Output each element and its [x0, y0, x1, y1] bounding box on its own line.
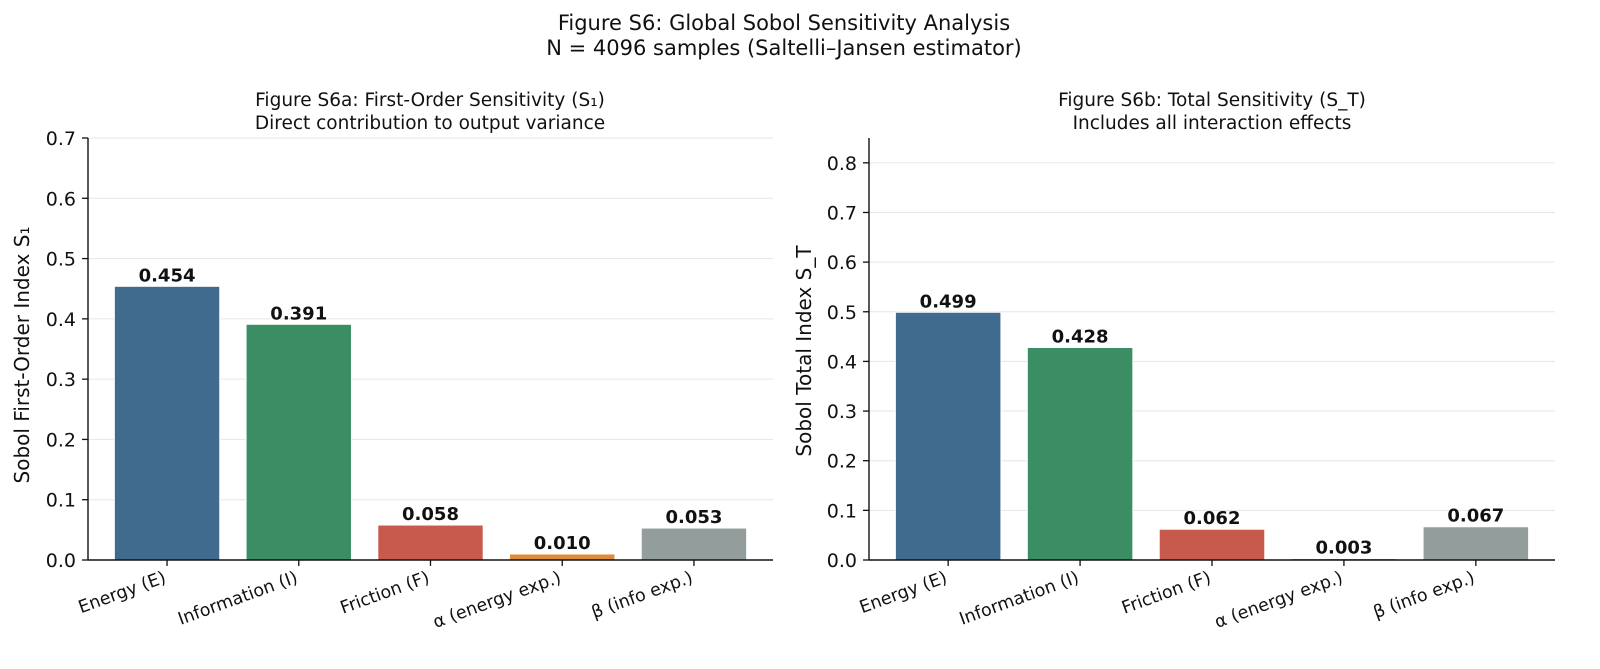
x-tick-label: Energy (E)	[857, 568, 950, 618]
panel-first-order: Figure S6a: First-Order Sensitivity (S₁)…	[10, 90, 773, 633]
y-tick-label: 0.1	[46, 490, 76, 512]
x-tick-label: α (energy exp.)	[1212, 568, 1345, 633]
x-tick-label: Information (I)	[176, 568, 301, 630]
y-tick-label: 0.1	[827, 500, 857, 522]
bar-a-2	[245, 323, 352, 561]
y-tick-label: 0.5	[46, 249, 76, 271]
data-label: 0.454	[139, 265, 196, 286]
data-label: 0.058	[402, 504, 459, 525]
data-label: 0.062	[1184, 508, 1241, 529]
data-label: 0.067	[1447, 506, 1504, 527]
y-tick-label: 0.4	[827, 351, 857, 373]
bar-a-1	[113, 285, 221, 561]
y-tick-label: 0.0	[827, 550, 857, 572]
x-tick-label: Information (I)	[957, 568, 1082, 630]
data-label: 0.010	[534, 533, 591, 554]
y-tick-label: 0.4	[46, 309, 76, 331]
y-tick-label: 0.3	[46, 369, 76, 391]
panel-b-subtitle: Includes all interaction effects	[1073, 113, 1352, 134]
data-label: 0.003	[1315, 538, 1372, 559]
x-tick-label: Friction (F)	[1119, 568, 1213, 619]
bar-a-4	[509, 553, 616, 561]
panel-a-ylabel: Sobol First-Order Index S₁	[10, 227, 34, 484]
y-tick-label: 0.8	[827, 153, 857, 175]
y-tick-label: 0.6	[827, 252, 857, 274]
bar-a-3	[377, 524, 484, 561]
bar-b-2	[1026, 347, 1134, 561]
y-tick-label: 0.2	[827, 451, 857, 473]
panel-a-title: Figure S6a: First-Order Sensitivity (S₁)	[255, 90, 605, 111]
y-tick-label: 0.7	[46, 128, 76, 150]
y-tick-label: 0.6	[46, 188, 76, 210]
bar-b-1	[894, 311, 1002, 561]
y-tick-label: 0.5	[827, 302, 857, 324]
panel-total: Figure S6b: Total Sensitivity (S_T) Incl…	[792, 90, 1555, 633]
data-label: 0.499	[920, 291, 977, 312]
data-label: 0.428	[1052, 327, 1109, 348]
y-tick-label: 0.2	[46, 429, 76, 451]
x-tick-label: α (energy exp.)	[430, 568, 563, 633]
x-tick-label: Energy (E)	[76, 568, 169, 618]
figure-subtitle: N = 4096 samples (Saltelli–Jansen estima…	[546, 36, 1022, 60]
y-tick-label: 0.7	[827, 202, 857, 224]
bar-b-5	[1422, 526, 1530, 561]
x-tick-label: β (info exp.)	[589, 568, 696, 623]
figure-title: Figure S6: Global Sobol Sensitivity Anal…	[558, 11, 1010, 35]
y-tick-label: 0.3	[827, 401, 857, 423]
x-tick-label: β (info exp.)	[1371, 568, 1478, 623]
panel-b-title: Figure S6b: Total Sensitivity (S_T)	[1058, 90, 1366, 111]
data-label: 0.053	[665, 507, 722, 528]
bar-a-5	[640, 527, 748, 561]
bar-b-3	[1158, 528, 1266, 561]
panel-a-subtitle: Direct contribution to output variance	[255, 113, 605, 134]
x-tick-label: Friction (F)	[338, 568, 432, 619]
y-tick-label: 0.0	[46, 550, 76, 572]
panel-b-ylabel: Sobol Total Index S_T	[792, 245, 816, 457]
data-label: 0.391	[270, 303, 327, 324]
